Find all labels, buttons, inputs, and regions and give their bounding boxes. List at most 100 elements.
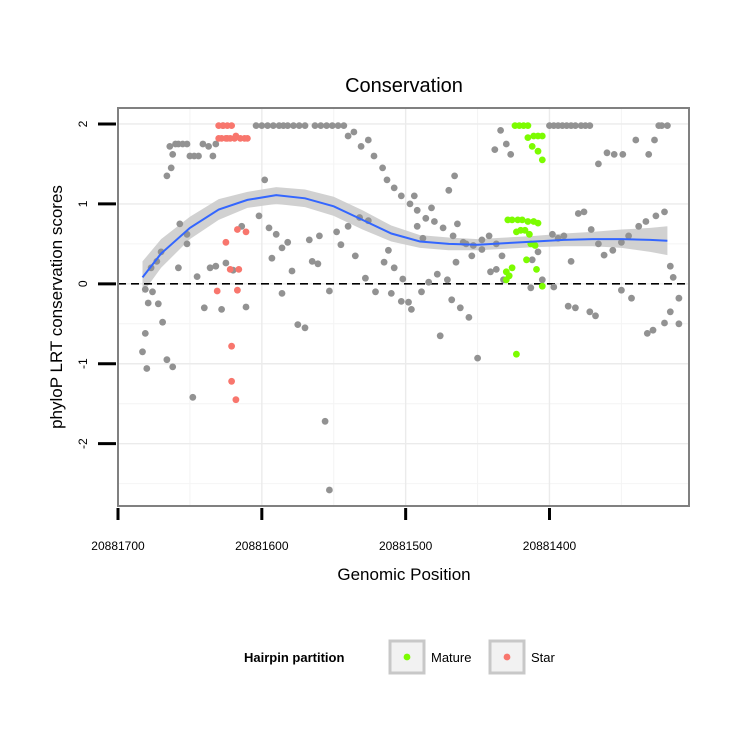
background-point: [242, 303, 250, 311]
background-point: [317, 122, 325, 129]
background-point: [326, 287, 333, 295]
y-tick-label: 1: [76, 200, 90, 207]
mature-point: [538, 132, 546, 140]
background-point: [311, 122, 319, 129]
background-point: [383, 176, 391, 184]
background-point: [492, 266, 500, 273]
background-point: [474, 354, 481, 362]
mature-point: [521, 226, 529, 234]
background-point: [628, 294, 635, 302]
background-point: [413, 222, 421, 230]
background-point: [362, 274, 369, 282]
x-tick-label: 20881600: [235, 539, 289, 553]
mature-point: [513, 350, 520, 358]
background-point: [664, 122, 671, 129]
background-point: [408, 306, 415, 313]
background-point: [387, 290, 395, 297]
background-point: [586, 122, 594, 129]
background-point: [431, 218, 438, 225]
background-point: [159, 318, 167, 326]
background-point: [295, 122, 303, 129]
background-point: [600, 251, 608, 259]
background-point: [439, 224, 447, 232]
background-point: [141, 286, 149, 293]
background-point: [264, 122, 271, 129]
background-point: [603, 149, 611, 157]
x-axis-title: Genomic Position: [337, 565, 470, 584]
background-point: [587, 226, 595, 233]
mature-point: [533, 266, 540, 273]
background-point: [592, 312, 599, 320]
background-point: [666, 308, 674, 316]
background-point: [425, 278, 433, 286]
mature-point: [502, 268, 510, 276]
x-tick-label: 20881400: [523, 539, 577, 553]
background-point: [619, 151, 627, 158]
background-point: [564, 302, 572, 310]
mature-point: [508, 216, 516, 224]
background-point: [290, 122, 297, 129]
background-point: [176, 220, 184, 228]
background-point: [595, 160, 602, 168]
background-point: [167, 164, 175, 172]
background-point: [308, 258, 316, 265]
background-point: [340, 122, 348, 129]
background-point: [261, 176, 269, 184]
background-point: [550, 283, 558, 291]
background-point: [385, 246, 392, 254]
background-point: [645, 151, 653, 158]
background-point: [390, 184, 398, 192]
background-point: [149, 288, 156, 296]
background-point: [344, 132, 352, 140]
background-point: [610, 151, 618, 158]
data-points: [139, 122, 683, 494]
background-point: [465, 314, 473, 321]
background-point: [175, 264, 182, 272]
star-point: [235, 266, 243, 273]
background-point: [507, 151, 515, 158]
background-point: [183, 140, 191, 148]
background-point: [534, 248, 542, 256]
background-point: [478, 236, 486, 244]
background-point: [222, 259, 230, 267]
x-tick-label: 20881700: [91, 539, 145, 553]
background-point: [433, 270, 441, 278]
background-point: [625, 232, 632, 240]
background-point: [651, 136, 658, 144]
background-point: [418, 288, 425, 296]
background-point: [675, 320, 683, 328]
background-point: [661, 208, 668, 216]
background-point: [675, 294, 683, 302]
background-point: [265, 224, 273, 232]
background-point: [445, 186, 453, 194]
background-point: [284, 238, 292, 246]
background-point: [316, 232, 323, 240]
background-point: [406, 200, 414, 208]
mature-point: [528, 143, 536, 150]
x-axis: 20881700 20881600 20881500 20881400: [91, 508, 577, 553]
background-point: [452, 258, 460, 266]
background-point: [372, 288, 379, 296]
background-point: [528, 256, 536, 264]
mature-point: [524, 218, 532, 225]
background-point: [258, 122, 266, 129]
background-point: [498, 252, 506, 260]
background-point: [649, 326, 657, 334]
background-point: [205, 143, 213, 150]
background-point: [199, 140, 207, 148]
legend-label: Star: [531, 650, 556, 665]
star-point: [213, 287, 221, 295]
background-point: [549, 230, 556, 238]
legend-key-point: [403, 653, 411, 661]
background-point: [399, 275, 407, 283]
smooth-confidence-ribbon: [142, 187, 668, 294]
background-point: [305, 236, 313, 244]
background-point: [301, 122, 309, 129]
star-point: [226, 266, 234, 273]
background-point: [195, 152, 202, 160]
background-point: [661, 319, 668, 327]
background-point: [351, 252, 359, 260]
background-point: [567, 258, 575, 265]
background-point: [652, 212, 660, 220]
background-point: [428, 204, 435, 212]
